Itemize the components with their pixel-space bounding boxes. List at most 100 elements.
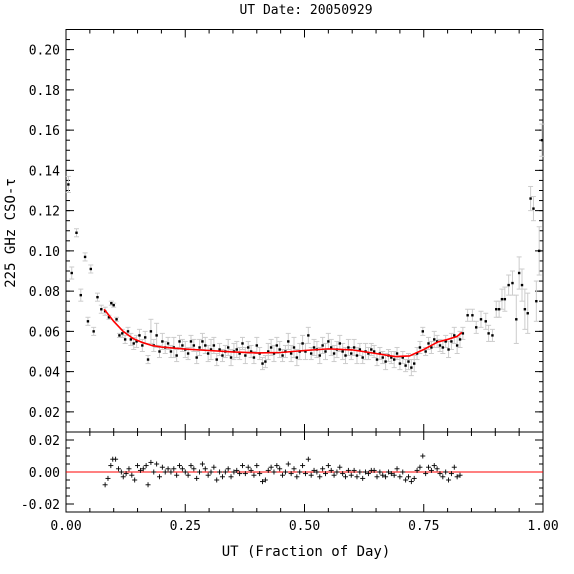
data-point [350,352,353,355]
residual-point [400,469,406,475]
y-tick-label: 0.20 [29,44,60,59]
residual-point [285,461,291,467]
residual-point [182,469,188,475]
residual-point [423,471,429,477]
chart-title: UT Date: 20050929 [239,3,372,18]
residual-point [254,463,260,469]
data-point [218,348,221,351]
data-point [89,267,93,271]
residual-point [105,475,111,481]
residual-point [260,479,266,485]
residual-point [297,469,303,475]
residual-point [380,472,386,478]
data-point [347,346,350,349]
residual-point [294,474,300,480]
residual-point [360,475,366,481]
residual-point [225,466,231,472]
residual-point [228,474,234,480]
y-tick-label: 0.10 [29,245,60,260]
data-point [241,342,244,345]
data-point [327,340,330,343]
fit-curve [103,308,463,358]
residual-point [348,472,354,478]
data-point [123,338,127,341]
data-point [312,346,316,349]
data-point [410,366,413,369]
data-point [178,340,181,343]
residual-point [208,469,214,475]
residual-point [217,469,223,475]
data-point [421,330,424,333]
residual-point [123,471,129,477]
residual-point [308,472,314,478]
data-point [370,348,373,351]
residual-point [431,463,437,469]
data-point [450,340,453,343]
data-point [132,342,135,345]
data-point [192,344,196,347]
residual-point [446,477,452,483]
data-point [461,332,465,335]
x-tick-label: 0.75 [408,519,439,534]
residual-point [248,467,254,473]
data-point [407,360,410,363]
data-point [500,297,504,301]
residual-point [457,472,463,478]
residual-point [115,466,121,472]
residual-point [129,472,135,478]
x-tick-label: 0.00 [50,519,81,534]
data-point [503,297,507,301]
data-point [166,342,170,345]
top-panel-frame [65,29,544,433]
data-point [121,332,124,335]
residual-point [331,472,337,478]
residual-point [302,471,308,477]
residual-point [440,474,446,480]
data-point [307,334,310,337]
residual-point [205,472,211,478]
residual-point [222,469,228,475]
data-point [195,356,198,359]
residual-point [179,466,185,472]
residual-point [126,466,132,472]
data-point [269,346,273,349]
data-point [304,350,307,353]
data-point [344,354,347,357]
data-point [427,342,430,345]
residual-point [405,474,411,480]
residual-point [140,466,146,472]
data-point [86,320,90,323]
data-point [444,340,447,343]
residual-point [251,472,257,478]
data-point [141,344,144,347]
residual-point [451,464,457,470]
data-point [143,336,147,339]
data-point [264,360,267,363]
data-point [287,340,290,343]
residual-point [257,471,263,477]
residual-point [188,463,194,469]
data-point [161,340,164,343]
measurement-points [67,138,544,369]
data-point [390,356,393,359]
residual-point [397,474,403,480]
data-point [435,340,439,343]
residual-point [337,464,343,470]
residual-point [385,469,391,475]
residual-point [214,477,220,483]
data-point [453,334,456,337]
data-point [392,358,396,361]
residual-point [357,469,363,475]
data-point [96,295,99,299]
residual-point [325,463,331,469]
data-point [471,314,474,317]
residual-point [118,469,124,475]
data-point [252,356,256,359]
residual-point [274,463,280,469]
data-point [186,352,190,355]
x-axis-label: UT (Fraction of Day) [222,544,391,560]
data-point [215,358,218,361]
residual-point [411,475,417,481]
residual-point [162,469,168,475]
